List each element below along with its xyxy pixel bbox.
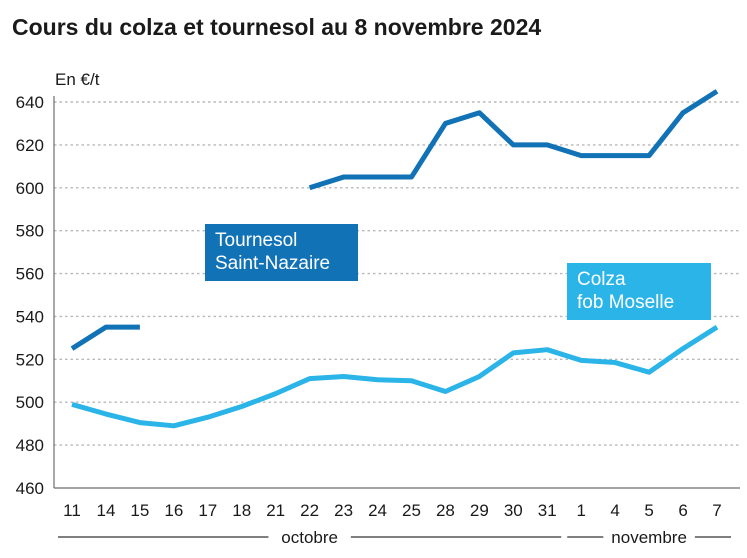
data-point-colza <box>239 404 244 409</box>
x-tick-label: 21 <box>266 501 285 520</box>
x-tick-label: 22 <box>300 501 319 520</box>
y-axis-unit-label: En €/t <box>55 70 100 89</box>
series-lines <box>70 89 720 429</box>
data-point-colza <box>477 374 482 379</box>
x-tick-label: 31 <box>538 501 557 520</box>
series-label-tournesol-line1: Tournesol <box>215 230 298 251</box>
data-point-colza <box>443 389 448 394</box>
x-tick-label: 11 <box>63 501 81 520</box>
series-label-colza-line1: Colza <box>577 269 626 290</box>
data-point-tournesol <box>647 153 652 158</box>
data-point-tournesol <box>103 325 108 330</box>
data-point-tournesol <box>545 142 550 147</box>
x-tick-label: 7 <box>712 501 721 520</box>
x-tick-label: 1 <box>576 501 585 520</box>
y-axis-ticks: 460 480 500 520 540 560 580 600 620 640 <box>16 93 44 498</box>
series-line-tournesol <box>70 324 140 351</box>
y-tick-label: 540 <box>16 307 44 326</box>
y-tick-label: 480 <box>16 436 44 455</box>
series-label-colza-line2: fob Moselle <box>577 292 675 313</box>
x-tick-label: 30 <box>504 501 523 520</box>
month-labels: octobre novembre <box>58 528 731 547</box>
x-tick-label: 25 <box>402 501 421 520</box>
data-point-tournesol <box>579 153 584 158</box>
data-point-colza <box>273 391 278 396</box>
y-tick-label: 560 <box>16 265 44 284</box>
data-point-colza <box>307 376 312 381</box>
data-point-colza <box>647 370 652 375</box>
data-point-colza <box>137 420 142 425</box>
x-axis-ticks: 11 14 15 16 17 18 21 22 23 24 25 28 29 30 31 1 4 5 6 7 <box>63 501 722 520</box>
x-tick-label: 4 <box>610 501 619 520</box>
x-tick-label: 6 <box>678 501 687 520</box>
grid-lines <box>53 96 740 489</box>
data-point-tournesol <box>137 325 142 330</box>
data-point-tournesol <box>443 121 448 126</box>
y-tick-label: 600 <box>16 179 44 198</box>
series-label-colza: Colza fob Moselle <box>567 263 711 320</box>
x-tick-label: 17 <box>198 501 217 520</box>
month-label: novembre <box>611 528 687 547</box>
x-tick-label: 5 <box>644 501 653 520</box>
x-tick-label: 14 <box>96 501 115 520</box>
data-point-colza <box>341 374 346 379</box>
x-tick-label: 28 <box>436 501 455 520</box>
y-tick-label: 580 <box>16 222 44 241</box>
data-point-tournesol <box>307 185 312 190</box>
data-point-colza <box>579 358 584 363</box>
x-tick-label: 18 <box>232 501 251 520</box>
data-point-colza <box>103 412 108 417</box>
data-point-tournesol <box>613 153 618 158</box>
y-tick-label: 460 <box>16 479 44 498</box>
chart-title: Cours du colza et tournesol au 8 novembr… <box>12 14 542 40</box>
data-point-colza <box>205 415 210 420</box>
series-line-colza <box>71 325 719 429</box>
data-point-tournesol <box>715 89 720 94</box>
data-point-tournesol <box>477 110 482 115</box>
data-point-colza <box>511 350 516 355</box>
data-point-tournesol <box>681 110 686 115</box>
y-tick-label: 520 <box>16 350 44 369</box>
x-tick-label: 23 <box>334 501 353 520</box>
data-point-tournesol <box>511 142 516 147</box>
data-point-colza <box>409 378 414 383</box>
x-tick-label: 16 <box>164 501 183 520</box>
data-point-colza <box>375 377 380 382</box>
series-label-tournesol: Tournesol Saint-Nazaire <box>205 224 358 281</box>
x-tick-label: 24 <box>368 501 387 520</box>
series-line-tournesol <box>308 89 719 191</box>
data-point-tournesol <box>341 175 346 180</box>
month-label: octobre <box>281 528 338 547</box>
series-label-tournesol-line2: Saint-Nazaire <box>215 253 331 274</box>
data-point-tournesol <box>375 175 380 180</box>
data-point-colza <box>545 347 550 352</box>
y-tick-label: 500 <box>16 393 44 412</box>
data-point-tournesol <box>409 175 414 180</box>
y-tick-label: 620 <box>16 136 44 155</box>
x-tick-label: 15 <box>130 501 149 520</box>
data-point-colza <box>613 360 618 365</box>
data-point-colza <box>171 423 176 428</box>
data-point-colza <box>715 325 720 330</box>
data-point-colza <box>681 346 686 351</box>
data-point-colza <box>70 402 75 407</box>
y-tick-label: 640 <box>16 93 44 112</box>
data-point-tournesol <box>70 346 75 351</box>
x-tick-label: 29 <box>470 501 489 520</box>
